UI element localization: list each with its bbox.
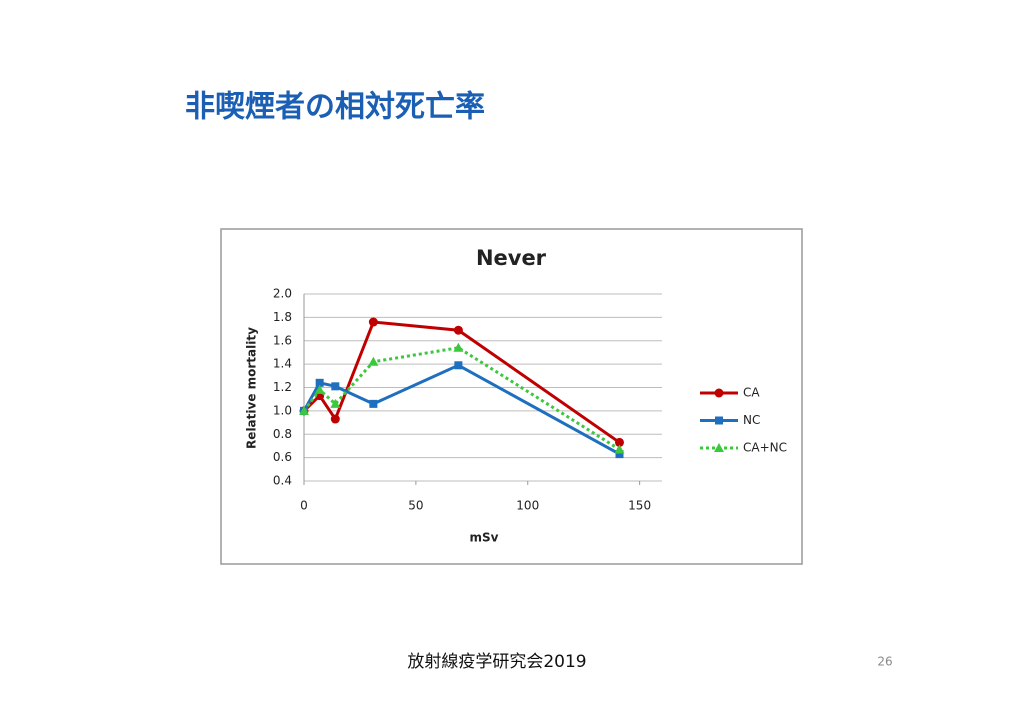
legend-label: CA: [743, 386, 760, 400]
y-tick-label: 1.0: [273, 403, 292, 417]
slide-title: 非喫煙者の相対死亡率: [185, 90, 485, 125]
y-tick-label: 0.6: [273, 450, 292, 464]
marker: [453, 325, 463, 335]
y-tick-label: 1.8: [273, 310, 292, 324]
marker: [614, 437, 624, 447]
legend-marker: [714, 443, 724, 452]
chart-title: Never: [476, 246, 547, 270]
chart-frame: [220, 228, 803, 565]
x-tick-label: 100: [516, 499, 539, 513]
legend-marker: [715, 416, 723, 425]
legend-marker: [714, 388, 724, 398]
marker: [369, 399, 378, 408]
x-axis-label: mSv: [470, 531, 499, 545]
y-tick-label: 1.6: [273, 333, 292, 347]
marker: [614, 444, 625, 454]
y-tick-label: 0.8: [273, 427, 292, 441]
marker: [453, 342, 464, 352]
y-tick-label: 1.2: [273, 380, 292, 394]
marker: [314, 384, 325, 394]
legend-label: NC: [743, 413, 760, 427]
series-line: [302, 363, 621, 456]
marker: [615, 450, 624, 459]
y-tick-label: 1.4: [273, 357, 292, 371]
marker: [330, 414, 340, 424]
x-tick-label: 150: [628, 499, 651, 513]
legend-label: CA+NC: [743, 441, 787, 455]
marker: [368, 317, 378, 327]
y-axis-label: Relative mortality: [245, 327, 259, 449]
marker: [454, 361, 463, 370]
marker: [331, 382, 340, 391]
marker: [299, 405, 309, 415]
x-tick-label: 0: [300, 499, 308, 513]
marker: [368, 356, 379, 366]
y-tick-label: 2.0: [273, 287, 292, 301]
footer-text: 放射線疫学研究会2019: [407, 652, 586, 672]
y-tick-label: 0.4: [273, 474, 292, 488]
x-tick-label: 50: [408, 499, 423, 513]
marker: [330, 398, 341, 408]
marker: [315, 378, 324, 387]
page-number: 26: [877, 655, 892, 669]
